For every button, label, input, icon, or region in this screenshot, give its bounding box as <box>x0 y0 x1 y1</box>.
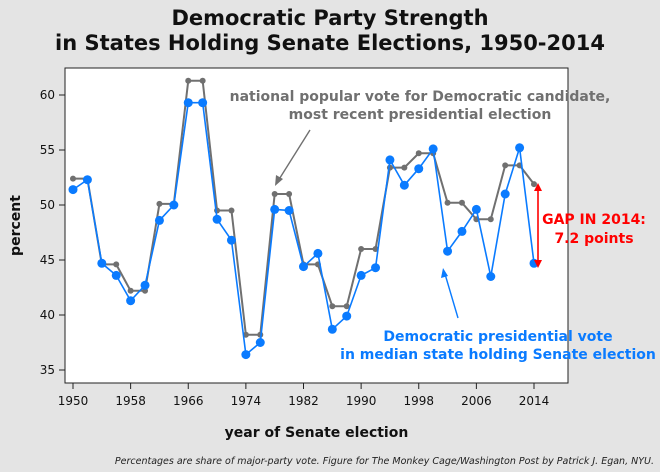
y-tick-label: 50 <box>40 198 55 212</box>
data-point <box>327 324 337 334</box>
x-tick-label: 1974 <box>231 394 262 408</box>
data-point <box>342 311 352 321</box>
data-point <box>371 263 381 273</box>
data-point <box>531 181 537 188</box>
data-point <box>198 98 208 108</box>
x-tick-label: 1950 <box>58 394 89 408</box>
data-point <box>486 272 496 281</box>
x-tick-label: 1982 <box>288 394 319 408</box>
y-tick-label: 60 <box>40 88 55 102</box>
data-point <box>329 303 336 310</box>
data-point <box>457 226 467 236</box>
title-line-1: Democratic Party Strength <box>171 6 489 30</box>
data-point <box>199 77 206 84</box>
data-point <box>471 204 481 214</box>
data-point <box>183 98 193 108</box>
data-point <box>428 144 438 154</box>
gap-label-line-1: GAP IN 2014: <box>542 212 646 228</box>
data-point <box>255 338 265 347</box>
data-point <box>228 207 235 214</box>
x-axis-label: year of Senate election <box>225 425 409 441</box>
data-point <box>414 164 424 174</box>
data-point <box>156 200 163 207</box>
x-tick-label: 1990 <box>346 394 377 408</box>
data-point <box>154 215 164 225</box>
data-point <box>343 303 350 310</box>
x-tick-label: 1998 <box>403 394 434 408</box>
data-point <box>356 270 366 280</box>
data-point <box>126 296 136 306</box>
data-point <box>68 185 78 195</box>
title-line-2: in States Holding Senate Elections, 1950… <box>55 31 605 55</box>
data-point <box>286 191 293 197</box>
y-tick-label: 45 <box>40 253 55 267</box>
data-point <box>502 162 509 169</box>
data-point <box>70 175 76 182</box>
y-axis-label: percent <box>8 195 24 256</box>
data-point <box>82 175 92 185</box>
data-point <box>241 350 251 360</box>
national-arrow-head <box>275 175 283 186</box>
data-point <box>113 261 120 268</box>
data-point <box>127 287 134 294</box>
y-tick-label: 55 <box>40 143 55 157</box>
data-point <box>401 164 408 171</box>
data-point <box>500 189 510 199</box>
median-arrow-head <box>441 268 448 278</box>
data-point <box>399 180 409 190</box>
median-label-line-1: Democratic presidential vote <box>383 329 612 345</box>
data-point <box>212 214 222 224</box>
y-tick-label: 40 <box>40 308 55 322</box>
y-tick-label: 35 <box>40 363 55 377</box>
data-point <box>270 204 280 214</box>
data-point <box>271 191 278 197</box>
chart-title: Democratic Party Strength in States Hold… <box>0 6 660 56</box>
gap-arrow-head-bottom <box>534 260 542 268</box>
data-point <box>97 258 107 268</box>
data-point <box>458 199 465 206</box>
data-point <box>415 150 422 157</box>
median-label-line-2: in median state holding Senate election <box>340 347 656 363</box>
footer-note: Percentages are share of major-party vot… <box>114 456 654 467</box>
median-arrow <box>444 273 459 319</box>
x-tick-label: 2014 <box>519 394 550 408</box>
data-point <box>358 246 365 252</box>
data-point <box>299 262 308 272</box>
data-point <box>284 206 294 215</box>
data-point <box>487 216 494 223</box>
data-point <box>515 143 525 153</box>
gap-label-line-2: 7.2 points <box>554 231 633 247</box>
x-tick-label: 2006 <box>461 394 492 408</box>
national-label-line-1: national popular vote for Democratic can… <box>230 89 611 105</box>
data-point <box>140 280 150 290</box>
data-point <box>385 155 395 165</box>
data-point <box>226 235 236 245</box>
data-point <box>111 270 121 280</box>
data-point <box>443 246 453 256</box>
plot-area <box>64 67 569 384</box>
x-tick-label: 1966 <box>173 394 204 408</box>
data-point <box>169 200 179 210</box>
national-label-line-2: most recent presidential election <box>289 107 552 123</box>
data-point <box>444 199 451 206</box>
data-point <box>313 248 323 258</box>
data-point <box>185 77 192 84</box>
gap-arrow-head-top <box>534 183 542 191</box>
national-arrow <box>277 129 311 182</box>
x-tick-label: 1958 <box>115 394 146 408</box>
